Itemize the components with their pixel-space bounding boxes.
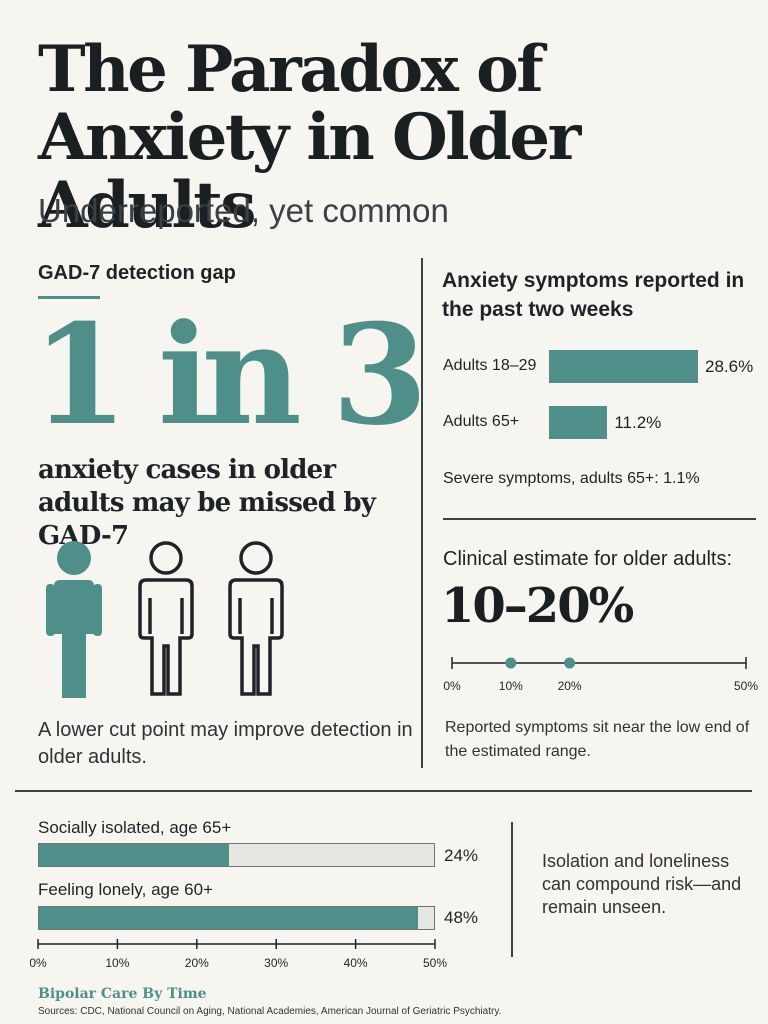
bar-label-feeling-lonely: Feeling lonely, age 60+ (38, 880, 214, 899)
horizontal-divider (443, 518, 756, 520)
section-divider (15, 790, 752, 792)
bar-value-socially-isolated: 24% (444, 846, 479, 865)
bar-track-feeling-lonely (38, 906, 435, 930)
severe-symptoms-note: Severe symptoms, adults 65+: 1.1% (443, 470, 700, 487)
bar-track-socially-isolated (38, 843, 435, 867)
isolation-note: Isolation and loneliness can compound ri… (542, 851, 742, 917)
people-icons (46, 541, 284, 698)
person-filled-icon (46, 541, 102, 698)
range-point (564, 657, 576, 669)
bar-label-adults-65: Adults 65+ (443, 413, 520, 430)
big-stat: 1 in 3 (32, 293, 428, 456)
axis-tick-label: 20% (185, 956, 209, 970)
axis-tick-label: 40% (344, 956, 368, 970)
range-tick-label: 10% (499, 679, 523, 693)
person-outline-icon (228, 541, 284, 696)
axis-tick-label: 50% (423, 956, 447, 970)
bar-adults-65 (549, 406, 608, 439)
range-note: Reported symptoms sit near the low end o… (445, 719, 750, 760)
clinical-estimate-range: 10–20% (441, 578, 634, 634)
bar-value-adults-65: 11.2% (614, 413, 662, 432)
big-stat-caption: anxiety cases in older adults may be mis… (38, 455, 376, 551)
range-tick-label: 20% (558, 679, 582, 693)
bar-adults-18-29 (549, 350, 698, 383)
bar-value-feeling-lonely: 48% (444, 908, 479, 927)
axis-tick-label: 30% (264, 956, 288, 970)
sources-text: Sources: CDC, National Council on Aging,… (38, 1006, 502, 1017)
brand-name: Bipolar Care By Time (38, 986, 207, 1002)
section-underline (38, 296, 100, 299)
range-tick-label: 0% (443, 679, 461, 693)
axis-tick-label: 10% (105, 956, 129, 970)
bar-label-adults-18-29: Adults 18–29 (443, 357, 537, 374)
clinical-estimate-label: Clinical estimate for older adults: (443, 548, 733, 570)
percent-axis: 0% 10% 20% 30% 40% 50% (30, 939, 447, 970)
bar-feeling-lonely (39, 907, 419, 929)
bar-socially-isolated (39, 844, 229, 866)
axis-tick-label: 0% (30, 956, 47, 970)
range-scale: 0% 10% 20% 50% (443, 657, 758, 693)
cut-point-note: A lower cut point may improve detection … (38, 719, 413, 768)
gad7-section-label: GAD-7 detection gap (38, 262, 236, 284)
page-subtitle: Underreported, yet common (38, 192, 449, 229)
vertical-divider (421, 258, 423, 768)
person-outline-icon (138, 541, 194, 696)
range-point (505, 657, 517, 669)
range-tick-label: 50% (734, 679, 758, 693)
bar-label-socially-isolated: Socially isolated, age 65+ (38, 818, 232, 837)
vertical-divider (511, 822, 513, 957)
bar-value-adults-18-29: 28.6% (705, 357, 754, 376)
symptoms-title: Anxiety symptoms reported in the past tw… (442, 269, 745, 321)
page-title: The Paradox of Anxiety in Older Adults (38, 32, 581, 243)
